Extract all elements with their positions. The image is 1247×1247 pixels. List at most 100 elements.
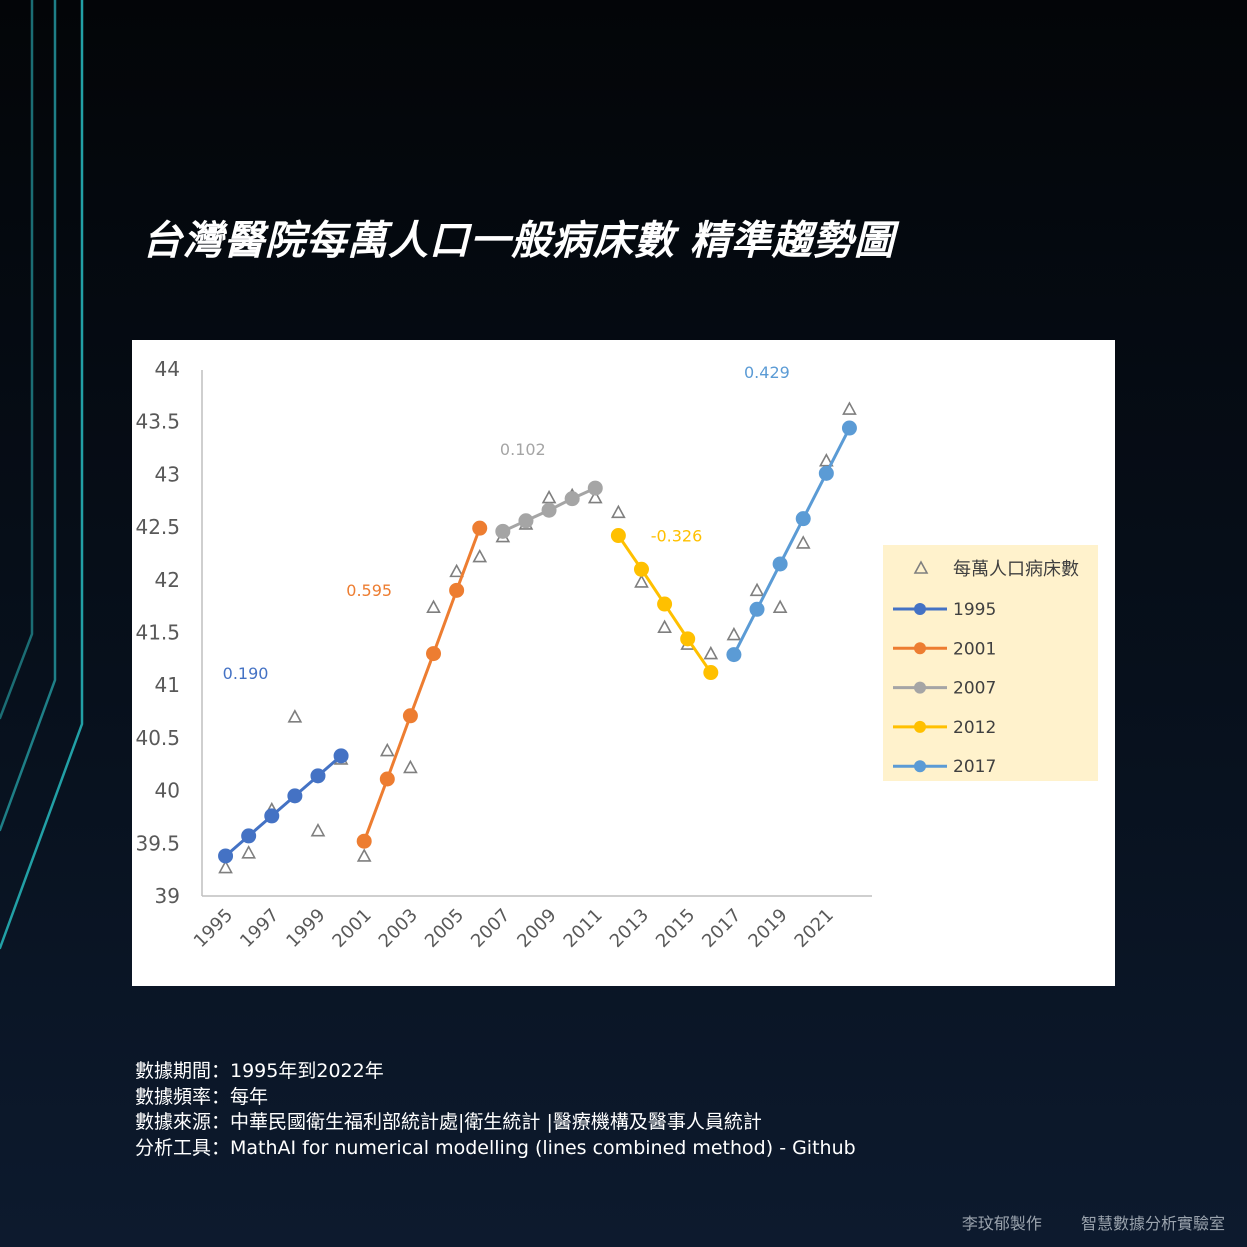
data-frequency: 數據頻率：每年 xyxy=(135,1085,269,1108)
observed-point xyxy=(310,822,326,837)
series-point xyxy=(610,528,626,544)
observed-point xyxy=(218,859,233,874)
x-tick-label: 2017 xyxy=(698,905,745,952)
y-tick-label: 43 xyxy=(155,462,180,486)
series-point xyxy=(841,420,857,436)
deco-line-2 xyxy=(0,0,57,832)
chart-panel: 44 43.5 43 42.5 42 41.5 41 40.5 40 39.5 39 1995 1997… xyxy=(132,340,1115,986)
observed-point xyxy=(726,626,742,641)
series-point xyxy=(657,596,673,612)
x-tick-label: 2019 xyxy=(744,905,791,952)
footer-author: 李玟郁製作 xyxy=(961,1214,1042,1233)
y-tick-label: 42.5 xyxy=(135,515,180,539)
series-point xyxy=(680,631,696,647)
series-point xyxy=(426,646,442,662)
series-point xyxy=(818,465,834,481)
observed-point xyxy=(587,489,603,504)
x-tick-label: 2009 xyxy=(513,905,560,952)
x-tick-label: 1995 xyxy=(190,905,237,952)
legend-marker xyxy=(914,760,926,773)
x-tick-label: 2021 xyxy=(791,905,838,952)
legend-label: 1995 xyxy=(953,600,996,620)
info-block: 數據期間：1995年到2022年 數據頻率：每年 數據來源：中華民國衛生福利部統… xyxy=(135,1059,856,1161)
legend-marker xyxy=(914,642,926,655)
x-tick-label: 2007 xyxy=(467,905,514,952)
observed-point xyxy=(634,574,649,588)
data-source: 數據來源：中華民國衛生福利部統計處|衛生統計 |醫療機構及醫事人員統計 xyxy=(135,1111,762,1133)
x-tick-label: 2015 xyxy=(652,905,699,952)
observed-point xyxy=(449,563,464,578)
series-point xyxy=(472,520,488,536)
y-tick-label: 43.5 xyxy=(135,410,180,434)
analysis-tool: 分析工具：MathAI for numerical modelling (lin… xyxy=(135,1136,856,1159)
observed-point xyxy=(541,489,557,504)
observed-point xyxy=(241,845,257,859)
legend-box xyxy=(883,545,1098,781)
series-point xyxy=(726,647,742,663)
series-point xyxy=(264,808,280,824)
series-point xyxy=(310,768,326,784)
footer-lab: 智慧數據分析實驗室 xyxy=(1080,1214,1225,1233)
observed-point xyxy=(472,548,488,563)
x-tick-label: 2003 xyxy=(375,905,422,952)
series-line xyxy=(732,427,851,656)
legend-observed-label: 每萬人口病床數 xyxy=(953,559,1079,580)
series-point xyxy=(287,788,303,804)
y-tick-label: 42 xyxy=(155,568,180,592)
observed-point xyxy=(426,599,441,614)
series-point xyxy=(333,748,349,764)
slope-label: 0.190 xyxy=(223,664,269,683)
observed-point xyxy=(842,401,857,415)
legend-label: 2007 xyxy=(953,679,996,699)
y-tick-label: 39 xyxy=(155,884,180,908)
series-point xyxy=(402,708,418,724)
observed-point xyxy=(657,619,672,634)
y-tick-label: 39.5 xyxy=(135,831,180,855)
observed-point xyxy=(287,709,303,723)
observed-point xyxy=(818,453,834,467)
observed-point xyxy=(749,582,765,597)
x-tick-label: 2013 xyxy=(606,905,653,952)
series-point xyxy=(795,511,811,527)
y-tick-label: 40 xyxy=(155,779,180,803)
series-point xyxy=(703,665,719,681)
series-point xyxy=(633,561,649,577)
legend-marker xyxy=(914,603,926,615)
y-tick-label: 41.5 xyxy=(135,621,180,645)
legend-marker xyxy=(914,681,926,694)
slope-label: -0.326 xyxy=(651,527,703,546)
series-point xyxy=(564,491,580,507)
observed-point xyxy=(611,504,626,519)
series-point xyxy=(772,556,788,572)
x-tick-label: 1999 xyxy=(282,905,329,952)
observed-point xyxy=(795,535,811,549)
y-tick-label: 40.5 xyxy=(135,726,180,750)
legend-observed-marker xyxy=(913,560,929,574)
observed-point xyxy=(772,599,788,614)
x-tick-label: 2005 xyxy=(421,905,468,952)
legend-label: 2001 xyxy=(953,639,996,659)
observed-point xyxy=(379,742,395,757)
series-point xyxy=(218,848,234,864)
y-tick-label: 44 xyxy=(155,357,180,381)
observed-point xyxy=(703,645,719,660)
series-point xyxy=(356,833,372,849)
y-tick-label: 41 xyxy=(155,673,180,697)
x-tick-label: 1997 xyxy=(236,905,283,952)
page-title: 台灣醫院每萬人口一般病床數 精準趨勢圖 xyxy=(142,218,895,264)
x-tick-label: 2001 xyxy=(328,905,375,952)
footer: 李玟郁製作 智慧數據分析實驗室 xyxy=(962,1210,1225,1234)
series-point xyxy=(449,582,465,598)
slope-label: 0.429 xyxy=(744,363,790,382)
observed-point xyxy=(356,848,372,862)
series-line xyxy=(362,527,482,842)
data-period: 數據期間：1995年到2022年 xyxy=(135,1060,384,1082)
observed-point xyxy=(403,759,418,774)
series-point xyxy=(541,502,557,518)
deco-line-3 xyxy=(0,0,84,950)
trend-chart: 4443.54342.54241.54140.54039.53919951997… xyxy=(135,357,1098,952)
legend-label: 2017 xyxy=(953,757,996,777)
slope-label: 0.595 xyxy=(346,581,392,600)
deco-line-1 xyxy=(0,0,34,720)
series-point xyxy=(241,828,257,844)
